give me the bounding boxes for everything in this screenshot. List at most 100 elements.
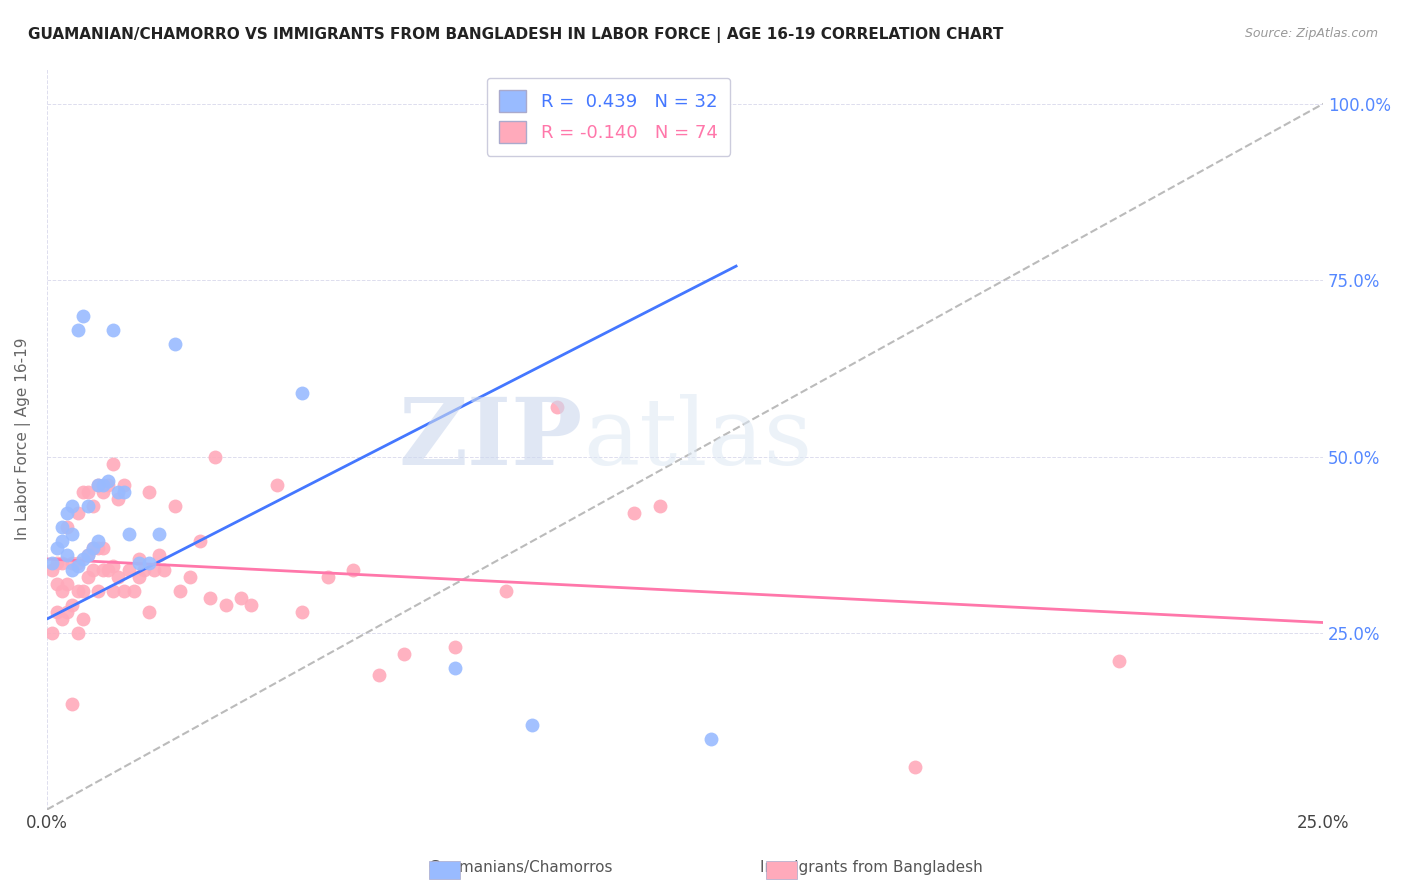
Point (200, 591, 222, 605)
Point (107, 491, 129, 506)
Point (266, 478, 288, 492)
Point (62, 527, 84, 541)
Point (128, 569, 150, 583)
Point (51, 556, 73, 570)
Point (699, 731, 721, 746)
Point (107, 569, 129, 583)
Point (72, 485, 94, 500)
Point (72, 612, 94, 626)
Point (97, 478, 120, 492)
Point (87, 534, 110, 549)
Point (153, 563, 176, 577)
Point (62, 556, 84, 570)
Point (148, 527, 170, 541)
Point (163, 499, 186, 513)
Point (122, 583, 145, 598)
Point (66, 556, 89, 570)
Point (163, 336, 186, 351)
Point (56, 576, 79, 591)
Point (72, 583, 94, 598)
Point (240, 598, 263, 612)
Point (82, 541, 104, 556)
Point (316, 569, 339, 583)
Point (143, 563, 166, 577)
Point (229, 591, 252, 605)
Point (46, 556, 69, 570)
Text: Immigrants from Bangladesh: Immigrants from Bangladesh (761, 861, 983, 875)
Point (138, 556, 160, 570)
Point (138, 605, 160, 619)
Point (1108, 654, 1130, 668)
Point (103, 323, 125, 337)
Point (41, 563, 63, 577)
Point (103, 583, 125, 598)
Text: Source: ZipAtlas.com: Source: ZipAtlas.com (1244, 27, 1378, 40)
Point (117, 527, 139, 541)
Point (87, 541, 110, 556)
Point (51, 583, 73, 598)
Point (367, 668, 389, 682)
Text: ZIP: ZIP (399, 394, 583, 484)
Point (169, 583, 191, 598)
Point (76, 549, 98, 563)
Text: atlas: atlas (583, 394, 813, 484)
Point (76, 549, 98, 563)
Point (62, 499, 84, 513)
Point (91, 541, 114, 556)
Point (82, 499, 104, 513)
Point (495, 583, 517, 598)
Point (103, 559, 125, 574)
Point (66, 559, 89, 574)
Point (138, 485, 160, 500)
Point (444, 661, 467, 675)
Point (76, 569, 98, 583)
Point (87, 583, 110, 598)
Point (214, 598, 236, 612)
Point (444, 640, 467, 655)
Point (112, 583, 135, 598)
Point (56, 506, 79, 520)
Point (56, 520, 79, 534)
Point (204, 450, 226, 464)
Point (76, 485, 98, 500)
Text: GUAMANIAN/CHAMORRO VS IMMIGRANTS FROM BANGLADESH IN LABOR FORCE | AGE 16-19 CORR: GUAMANIAN/CHAMORRO VS IMMIGRANTS FROM BA… (28, 27, 1004, 43)
Point (179, 569, 201, 583)
Point (82, 563, 104, 577)
Point (394, 647, 416, 661)
Point (51, 520, 73, 534)
Point (41, 626, 63, 640)
Point (62, 697, 84, 711)
Point (904, 760, 927, 774)
Point (56, 605, 79, 619)
Point (91, 478, 114, 492)
Point (128, 552, 150, 566)
Point (46, 576, 69, 591)
Point (291, 386, 314, 401)
Point (107, 485, 129, 500)
Point (66, 583, 89, 598)
Point (103, 457, 125, 471)
Point (51, 612, 73, 626)
Point (648, 499, 671, 513)
Point (112, 478, 135, 492)
Point (51, 534, 73, 549)
Point (97, 475, 120, 489)
Y-axis label: In Labor Force | Age 16-19: In Labor Force | Age 16-19 (15, 338, 31, 541)
Point (72, 309, 94, 323)
Legend: R =  0.439   N = 32, R = -0.140   N = 74: R = 0.439 N = 32, R = -0.140 N = 74 (486, 78, 730, 156)
Point (76, 499, 98, 513)
Point (520, 718, 543, 732)
Point (72, 552, 94, 566)
Point (66, 506, 89, 520)
Point (128, 556, 150, 570)
Point (46, 605, 69, 619)
Point (56, 549, 79, 563)
Point (41, 556, 63, 570)
Point (148, 549, 170, 563)
Point (188, 534, 211, 549)
Point (62, 563, 84, 577)
Point (87, 478, 110, 492)
Point (342, 563, 364, 577)
Point (66, 323, 89, 337)
Point (112, 485, 135, 500)
